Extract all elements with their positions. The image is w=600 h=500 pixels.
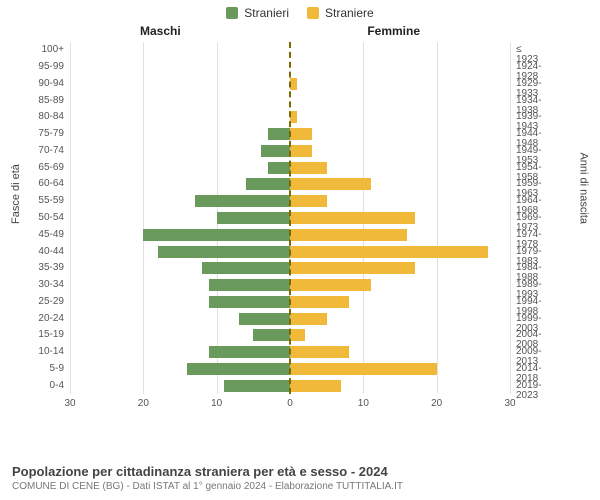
age-band-label: 0-4 (20, 381, 64, 391)
legend-item-female: Straniere (307, 6, 374, 20)
gridline (437, 42, 438, 394)
bar-male (209, 279, 290, 291)
bar-female (290, 262, 415, 274)
age-band-label: 50-54 (20, 213, 64, 223)
x-tick-label: 20 (138, 398, 149, 409)
x-tick-label: 20 (431, 398, 442, 409)
age-band-label: 20-24 (20, 314, 64, 324)
age-band-label: 30-34 (20, 280, 64, 290)
legend-item-male: Stranieri (226, 6, 289, 20)
bar-female (290, 313, 327, 325)
bar-male (224, 380, 290, 392)
column-header-male: Maschi (140, 24, 181, 38)
age-band-label: 65-69 (20, 163, 64, 173)
age-band-label: 80-84 (20, 112, 64, 122)
female-swatch (307, 7, 319, 19)
legend: Stranieri Straniere (0, 0, 600, 20)
bar-female (290, 78, 297, 90)
bar-female (290, 212, 415, 224)
gridline (510, 42, 511, 394)
y-axis-title-right: Anni di nascita (578, 152, 590, 224)
bar-male (268, 162, 290, 174)
bar-male (143, 229, 290, 241)
age-band-label: 100+ (20, 45, 64, 55)
legend-female-label: Straniere (325, 6, 374, 20)
birth-year-label: 2019-2023 (516, 381, 542, 401)
bar-female (290, 346, 349, 358)
gridline (70, 42, 71, 394)
bar-male (195, 195, 290, 207)
x-tick-label: 30 (504, 398, 515, 409)
bar-male (217, 212, 290, 224)
age-band-label: 10-14 (20, 347, 64, 357)
age-band-label: 95-99 (20, 62, 64, 72)
bar-female (290, 145, 312, 157)
bar-male (268, 128, 290, 140)
age-band-label: 60-64 (20, 179, 64, 189)
bar-male (158, 246, 290, 258)
population-pyramid-chart: Maschi Femmine Fasce di età Anni di nasc… (20, 24, 580, 424)
legend-male-label: Stranieri (244, 6, 289, 20)
bar-female (290, 246, 488, 258)
footer-title: Popolazione per cittadinanza straniera p… (12, 464, 588, 479)
bar-female (290, 296, 349, 308)
bar-male (209, 296, 290, 308)
bar-female (290, 111, 297, 123)
x-tick-label: 10 (358, 398, 369, 409)
x-tick-label: 0 (287, 398, 293, 409)
bar-female (290, 329, 305, 341)
male-swatch (226, 7, 238, 19)
bar-female (290, 128, 312, 140)
bar-female (290, 363, 437, 375)
bar-female (290, 279, 371, 291)
age-band-label: 85-89 (20, 96, 64, 106)
age-band-label: 15-19 (20, 330, 64, 340)
age-band-label: 5-9 (20, 364, 64, 374)
chart-footer: Popolazione per cittadinanza straniera p… (12, 464, 588, 492)
bar-male (253, 329, 290, 341)
age-band-label: 45-49 (20, 230, 64, 240)
age-band-label: 25-29 (20, 297, 64, 307)
bar-male (202, 262, 290, 274)
bar-male (246, 178, 290, 190)
age-band-label: 40-44 (20, 247, 64, 257)
age-band-label: 55-59 (20, 196, 64, 206)
bar-female (290, 195, 327, 207)
bar-male (209, 346, 290, 358)
bar-male (239, 313, 290, 325)
age-band-label: 90-94 (20, 79, 64, 89)
bar-female (290, 229, 407, 241)
age-band-label: 35-39 (20, 263, 64, 273)
bar-female (290, 162, 327, 174)
gridline (143, 42, 144, 394)
age-band-label: 70-74 (20, 146, 64, 156)
footer-subtitle: COMUNE DI CENE (BG) - Dati ISTAT al 1° g… (12, 481, 588, 492)
age-band-label: 75-79 (20, 129, 64, 139)
x-tick-label: 30 (64, 398, 75, 409)
column-header-female: Femmine (367, 24, 420, 38)
bar-male (261, 145, 290, 157)
x-tick-label: 10 (211, 398, 222, 409)
bar-male (187, 363, 290, 375)
bar-female (290, 380, 341, 392)
plot-area: 3020100102030100+≤ 192395-991924-192890-… (70, 42, 510, 394)
bar-female (290, 178, 371, 190)
center-line (289, 42, 291, 394)
